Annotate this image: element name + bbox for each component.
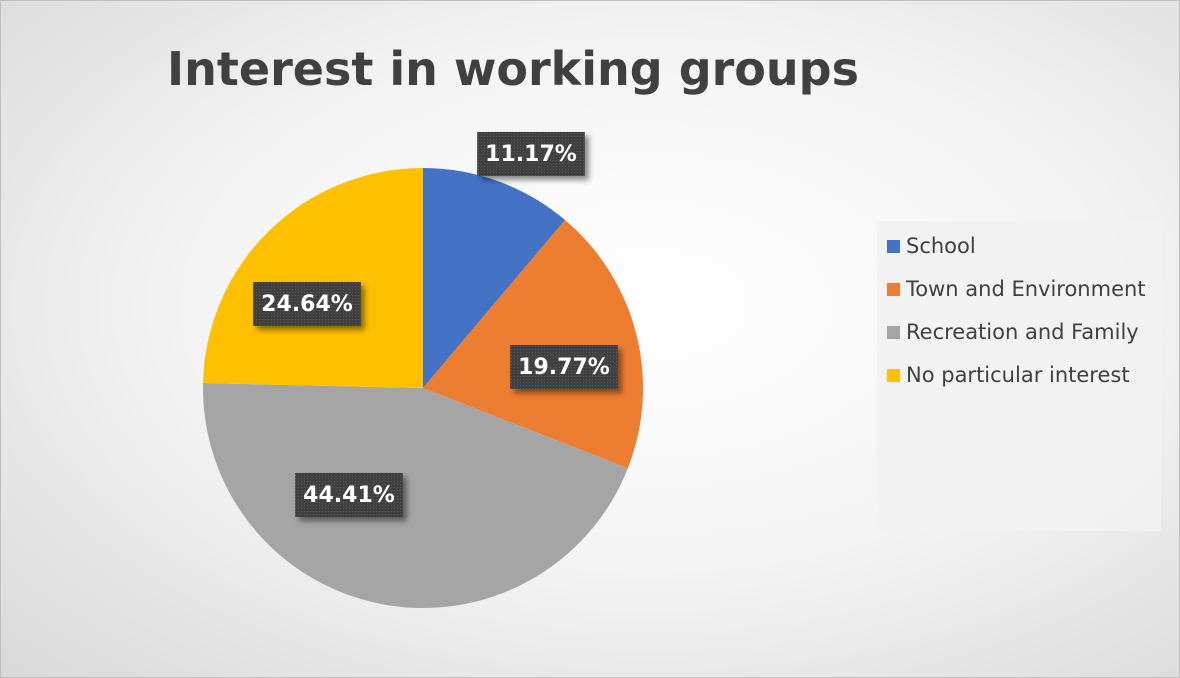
pie-slice — [423, 220, 644, 469]
legend-label: Town and Environment — [906, 277, 1146, 301]
data-label-text: 24.64% — [261, 292, 353, 317]
chart-title: Interest in working groups — [167, 42, 859, 96]
legend: School Town and Environment Recreation and… — [877, 221, 1161, 531]
pie-slice — [423, 168, 566, 388]
legend-label: Recreation and Family — [906, 320, 1139, 344]
legend-entry: No particular interest — [887, 358, 1161, 392]
data-label-box — [253, 282, 361, 326]
legend-entry: School — [887, 229, 1161, 263]
data-label: 44.41% — [295, 473, 403, 517]
legend-label: School — [906, 234, 976, 258]
data-label-text: 19.77% — [518, 355, 610, 380]
legend-entry: Town and Environment — [887, 272, 1161, 306]
data-label: 19.77% — [510, 345, 618, 389]
data-label-box — [295, 473, 403, 517]
pie-slice — [203, 168, 423, 388]
data-label-box — [510, 345, 618, 389]
legend-label: No particular interest — [906, 363, 1130, 387]
pie-slice — [203, 383, 628, 609]
legend-swatch — [887, 369, 900, 382]
data-label-box — [477, 132, 585, 176]
data-label: 24.64% — [253, 282, 361, 326]
legend-entry: Recreation and Family — [887, 315, 1161, 349]
data-label-text: 11.17% — [485, 142, 577, 167]
legend-swatch — [887, 283, 900, 296]
data-label-text: 44.41% — [303, 483, 395, 508]
legend-swatch — [887, 240, 900, 253]
legend-swatch — [887, 326, 900, 339]
data-label: 11.17% — [477, 132, 585, 176]
